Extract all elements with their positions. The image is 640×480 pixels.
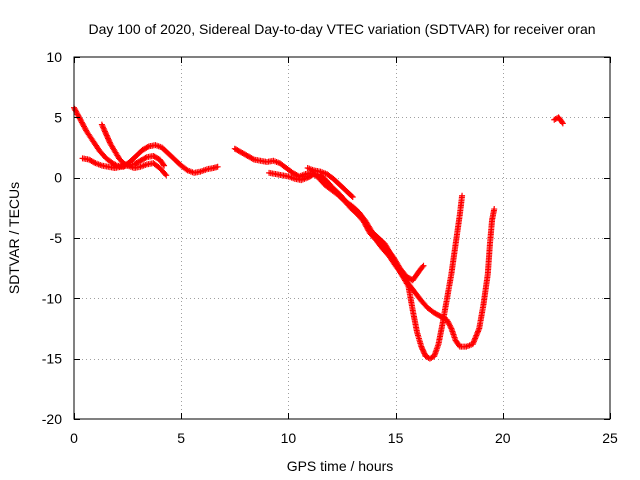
data-point bbox=[105, 136, 112, 143]
series-arc-6 bbox=[304, 165, 356, 200]
data-point bbox=[162, 171, 169, 178]
series-arc-7 bbox=[371, 232, 427, 284]
y-tick-label: -10 bbox=[42, 290, 62, 306]
y-tick-label: -20 bbox=[42, 411, 62, 427]
data-point bbox=[103, 132, 110, 139]
chart-title: Day 100 of 2020, Sidereal Day-to-day VTE… bbox=[88, 21, 595, 37]
data-point bbox=[106, 138, 113, 145]
data-point bbox=[349, 193, 356, 200]
series-arc-5 bbox=[266, 169, 466, 362]
data-point bbox=[102, 129, 109, 136]
data-point bbox=[420, 349, 427, 356]
x-tick-label: 20 bbox=[495, 430, 511, 446]
data-point bbox=[558, 119, 565, 126]
data-point bbox=[144, 144, 151, 151]
axis-ticks bbox=[74, 57, 611, 420]
data-point bbox=[101, 127, 108, 134]
data-point bbox=[101, 128, 108, 135]
y-tick-label: -15 bbox=[42, 351, 62, 367]
data-point bbox=[348, 192, 355, 199]
x-tick-label: 25 bbox=[602, 430, 618, 446]
y-tick-label: 5 bbox=[54, 109, 62, 125]
data-point bbox=[559, 120, 566, 127]
data-point bbox=[100, 125, 107, 132]
data-point bbox=[214, 163, 221, 170]
data-point bbox=[142, 154, 149, 161]
data-point bbox=[91, 159, 98, 166]
series-arc-3 bbox=[98, 121, 168, 169]
data-point bbox=[104, 135, 111, 142]
x-axis-label: GPS time / hours bbox=[287, 458, 394, 474]
data-point bbox=[99, 122, 106, 129]
data-point bbox=[491, 206, 498, 213]
data-point bbox=[249, 155, 256, 162]
data-point bbox=[104, 133, 111, 140]
tick-labels: 0 5 10 15 20 25 -20 -15 -10 -5 0 5 10 bbox=[42, 49, 618, 446]
data-point bbox=[100, 124, 107, 131]
data-point bbox=[160, 161, 167, 168]
x-tick-label: 15 bbox=[388, 430, 404, 446]
data-point bbox=[421, 350, 428, 357]
data-point bbox=[161, 162, 168, 169]
y-tick-label: 0 bbox=[54, 170, 62, 186]
data-point bbox=[418, 344, 425, 351]
data-point bbox=[98, 121, 105, 128]
data-point bbox=[419, 263, 426, 270]
x-tick-label: 0 bbox=[70, 430, 78, 446]
data-point bbox=[103, 131, 110, 138]
x-tick-label: 10 bbox=[281, 430, 297, 446]
data-point bbox=[420, 262, 427, 269]
data-point bbox=[163, 172, 170, 179]
data-point bbox=[459, 192, 466, 199]
series-arc-1 bbox=[71, 104, 221, 176]
y-axis-label: SDTVAR / TECUs bbox=[6, 182, 22, 294]
data-point bbox=[418, 343, 425, 350]
data-point bbox=[420, 347, 427, 354]
series-arc-8 bbox=[551, 114, 566, 127]
y-tick-label: 10 bbox=[46, 49, 62, 65]
x-tick-label: 5 bbox=[177, 430, 185, 446]
data-points bbox=[71, 104, 566, 362]
data-point bbox=[419, 346, 426, 353]
grid-lines bbox=[74, 57, 610, 419]
y-tick-label: -5 bbox=[50, 230, 63, 246]
